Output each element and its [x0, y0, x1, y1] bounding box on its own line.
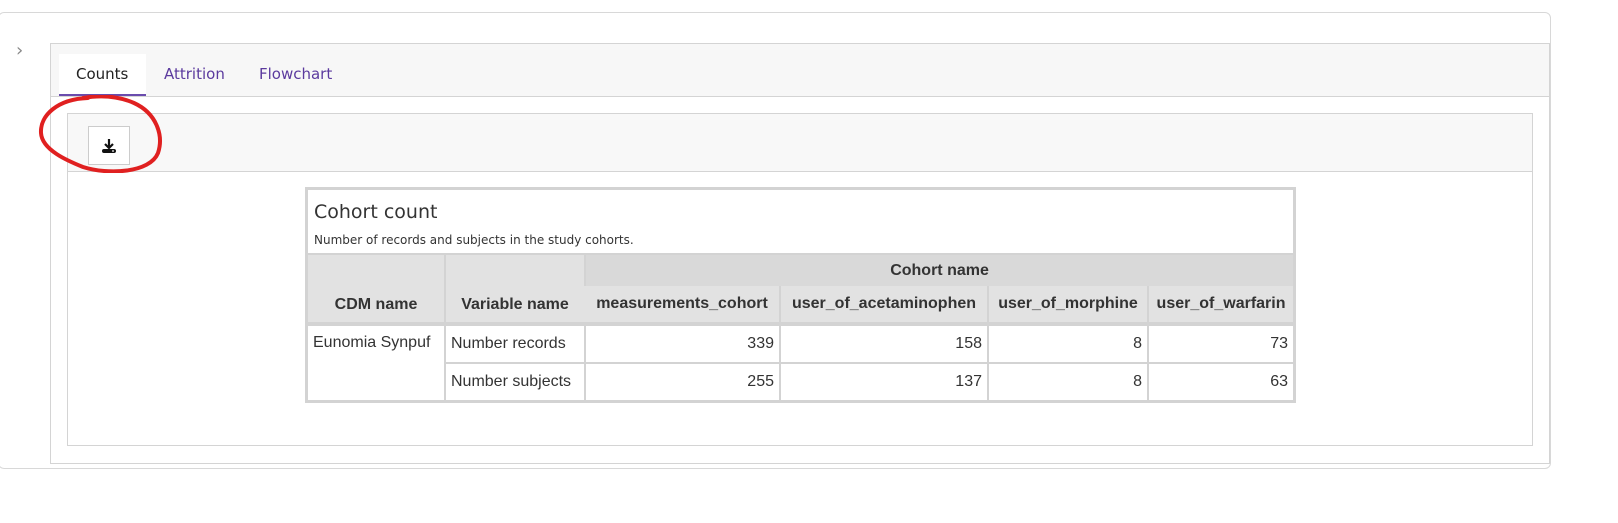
value-cell: 339	[584, 324, 780, 363]
header-user-of-morphine: user_of_morphine	[987, 286, 1148, 326]
toolbar	[68, 114, 1532, 172]
tab-attrition[interactable]: Attrition	[164, 65, 225, 83]
value-cell: 63	[1146, 362, 1294, 400]
header-cdm-name: CDM name	[308, 255, 445, 326]
cohort-count-table: Cohort count Number of records and subje…	[305, 187, 1296, 403]
download-icon	[102, 138, 116, 153]
variable-cell: Number records	[444, 324, 585, 363]
header-cohort-name-spanner: Cohort name	[583, 255, 1294, 286]
value-cell: 8	[987, 324, 1148, 363]
tab-bar: Counts Attrition Flowchart	[51, 44, 1549, 97]
tab-counts[interactable]: Counts	[59, 54, 146, 96]
header-user-of-acetaminophen: user_of_acetaminophen	[779, 286, 988, 326]
value-cell: 137	[779, 362, 988, 400]
chevron-right-icon[interactable]: ›	[16, 40, 24, 61]
table-row: Eunomia Synpuf Number records 339 158 8 …	[308, 324, 1294, 363]
header-measurements-cohort: measurements_cohort	[585, 286, 780, 326]
table-row: Number subjects 255 137 8 63	[308, 362, 1294, 400]
header-user-of-warfarin: user_of_warfarin	[1146, 286, 1294, 326]
table-subtitle: Number of records and subjects in the st…	[308, 227, 1293, 255]
cdm-name-cell: Eunomia Synpuf	[313, 334, 431, 351]
value-cell: 255	[584, 362, 780, 400]
value-cell: 73	[1146, 324, 1294, 363]
download-button[interactable]	[88, 126, 130, 165]
tab-flowchart[interactable]: Flowchart	[259, 65, 333, 83]
header-variable-name: Variable name	[444, 255, 585, 326]
variable-cell: Number subjects	[444, 362, 585, 400]
value-cell: 8	[987, 362, 1148, 400]
table-title: Cohort count	[314, 201, 438, 223]
value-cell: 158	[779, 324, 988, 363]
